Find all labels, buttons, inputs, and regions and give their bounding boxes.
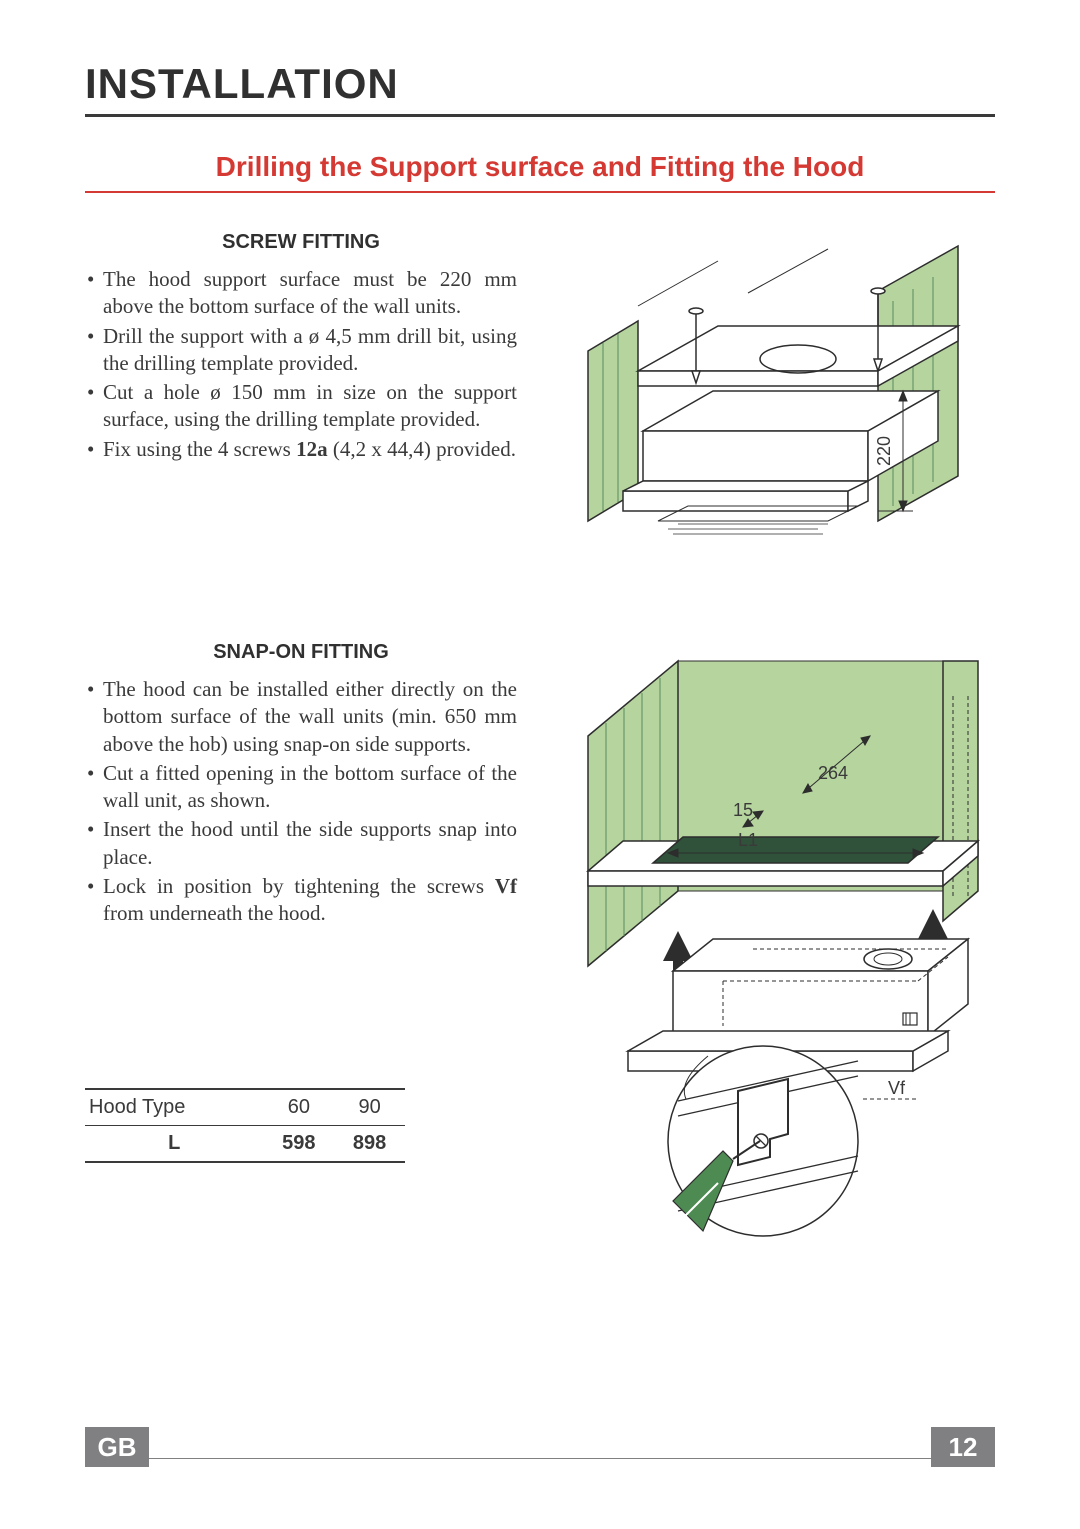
- list-item: The hood support surface must be 220 mm …: [85, 266, 517, 321]
- snapon-fitting-heading: SNAP-ON FITTING: [85, 641, 517, 664]
- table-row: Hood Type 60 90: [85, 1089, 405, 1126]
- svg-text:220: 220: [874, 436, 894, 466]
- list-item: The hood can be installed either directl…: [85, 676, 517, 758]
- screw-fitting-section: SCREW FITTING The hood support surface m…: [85, 231, 995, 571]
- table-cell: 898: [334, 1125, 405, 1162]
- footer-rule: [149, 1458, 931, 1459]
- table-header: 60: [263, 1089, 334, 1126]
- svg-text:L1: L1: [738, 830, 758, 850]
- list-item: Fix using the 4 screws 12a (4,2 x 44,4) …: [85, 436, 517, 463]
- hood-type-table: Hood Type 60 90 L 598 898: [85, 1088, 405, 1163]
- screw-fitting-diagram: 220: [568, 231, 978, 571]
- section-subtitle: Drilling the Support surface and Fitting…: [85, 151, 995, 183]
- list-item: Cut a fitted opening in the bottom surfa…: [85, 760, 517, 815]
- svg-text:15: 15: [733, 800, 753, 820]
- table-cell: L: [85, 1125, 263, 1162]
- snapon-fitting-section: SNAP-ON FITTING The hood can be installe…: [85, 641, 995, 1241]
- table-row: L 598 898: [85, 1125, 405, 1162]
- list-item: Cut a hole ø 150 mm in size on the suppo…: [85, 379, 517, 434]
- page-title: INSTALLATION: [85, 60, 995, 108]
- list-item: Lock in position by tightening the screw…: [85, 873, 517, 928]
- title-rule: [85, 114, 995, 117]
- table-header: 90: [334, 1089, 405, 1126]
- page-footer: GB 12: [85, 1427, 995, 1467]
- subtitle-rule: [85, 191, 995, 193]
- list-item: Insert the hood until the side supports …: [85, 816, 517, 871]
- lang-badge: GB: [85, 1427, 149, 1467]
- table-header: Hood Type: [85, 1089, 263, 1126]
- snapon-fitting-diagram: 264 15 L1: [558, 641, 988, 1241]
- screw-fitting-heading: SCREW FITTING: [85, 231, 517, 254]
- list-item: Drill the support with a ø 4,5 mm drill …: [85, 323, 517, 378]
- svg-text:Vf: Vf: [888, 1078, 906, 1098]
- page-number: 12: [931, 1427, 995, 1467]
- screw-fitting-list: The hood support surface must be 220 mm …: [85, 266, 517, 463]
- table-cell: 598: [263, 1125, 334, 1162]
- snapon-fitting-list: The hood can be installed either directl…: [85, 676, 517, 928]
- svg-text:264: 264: [818, 763, 848, 783]
